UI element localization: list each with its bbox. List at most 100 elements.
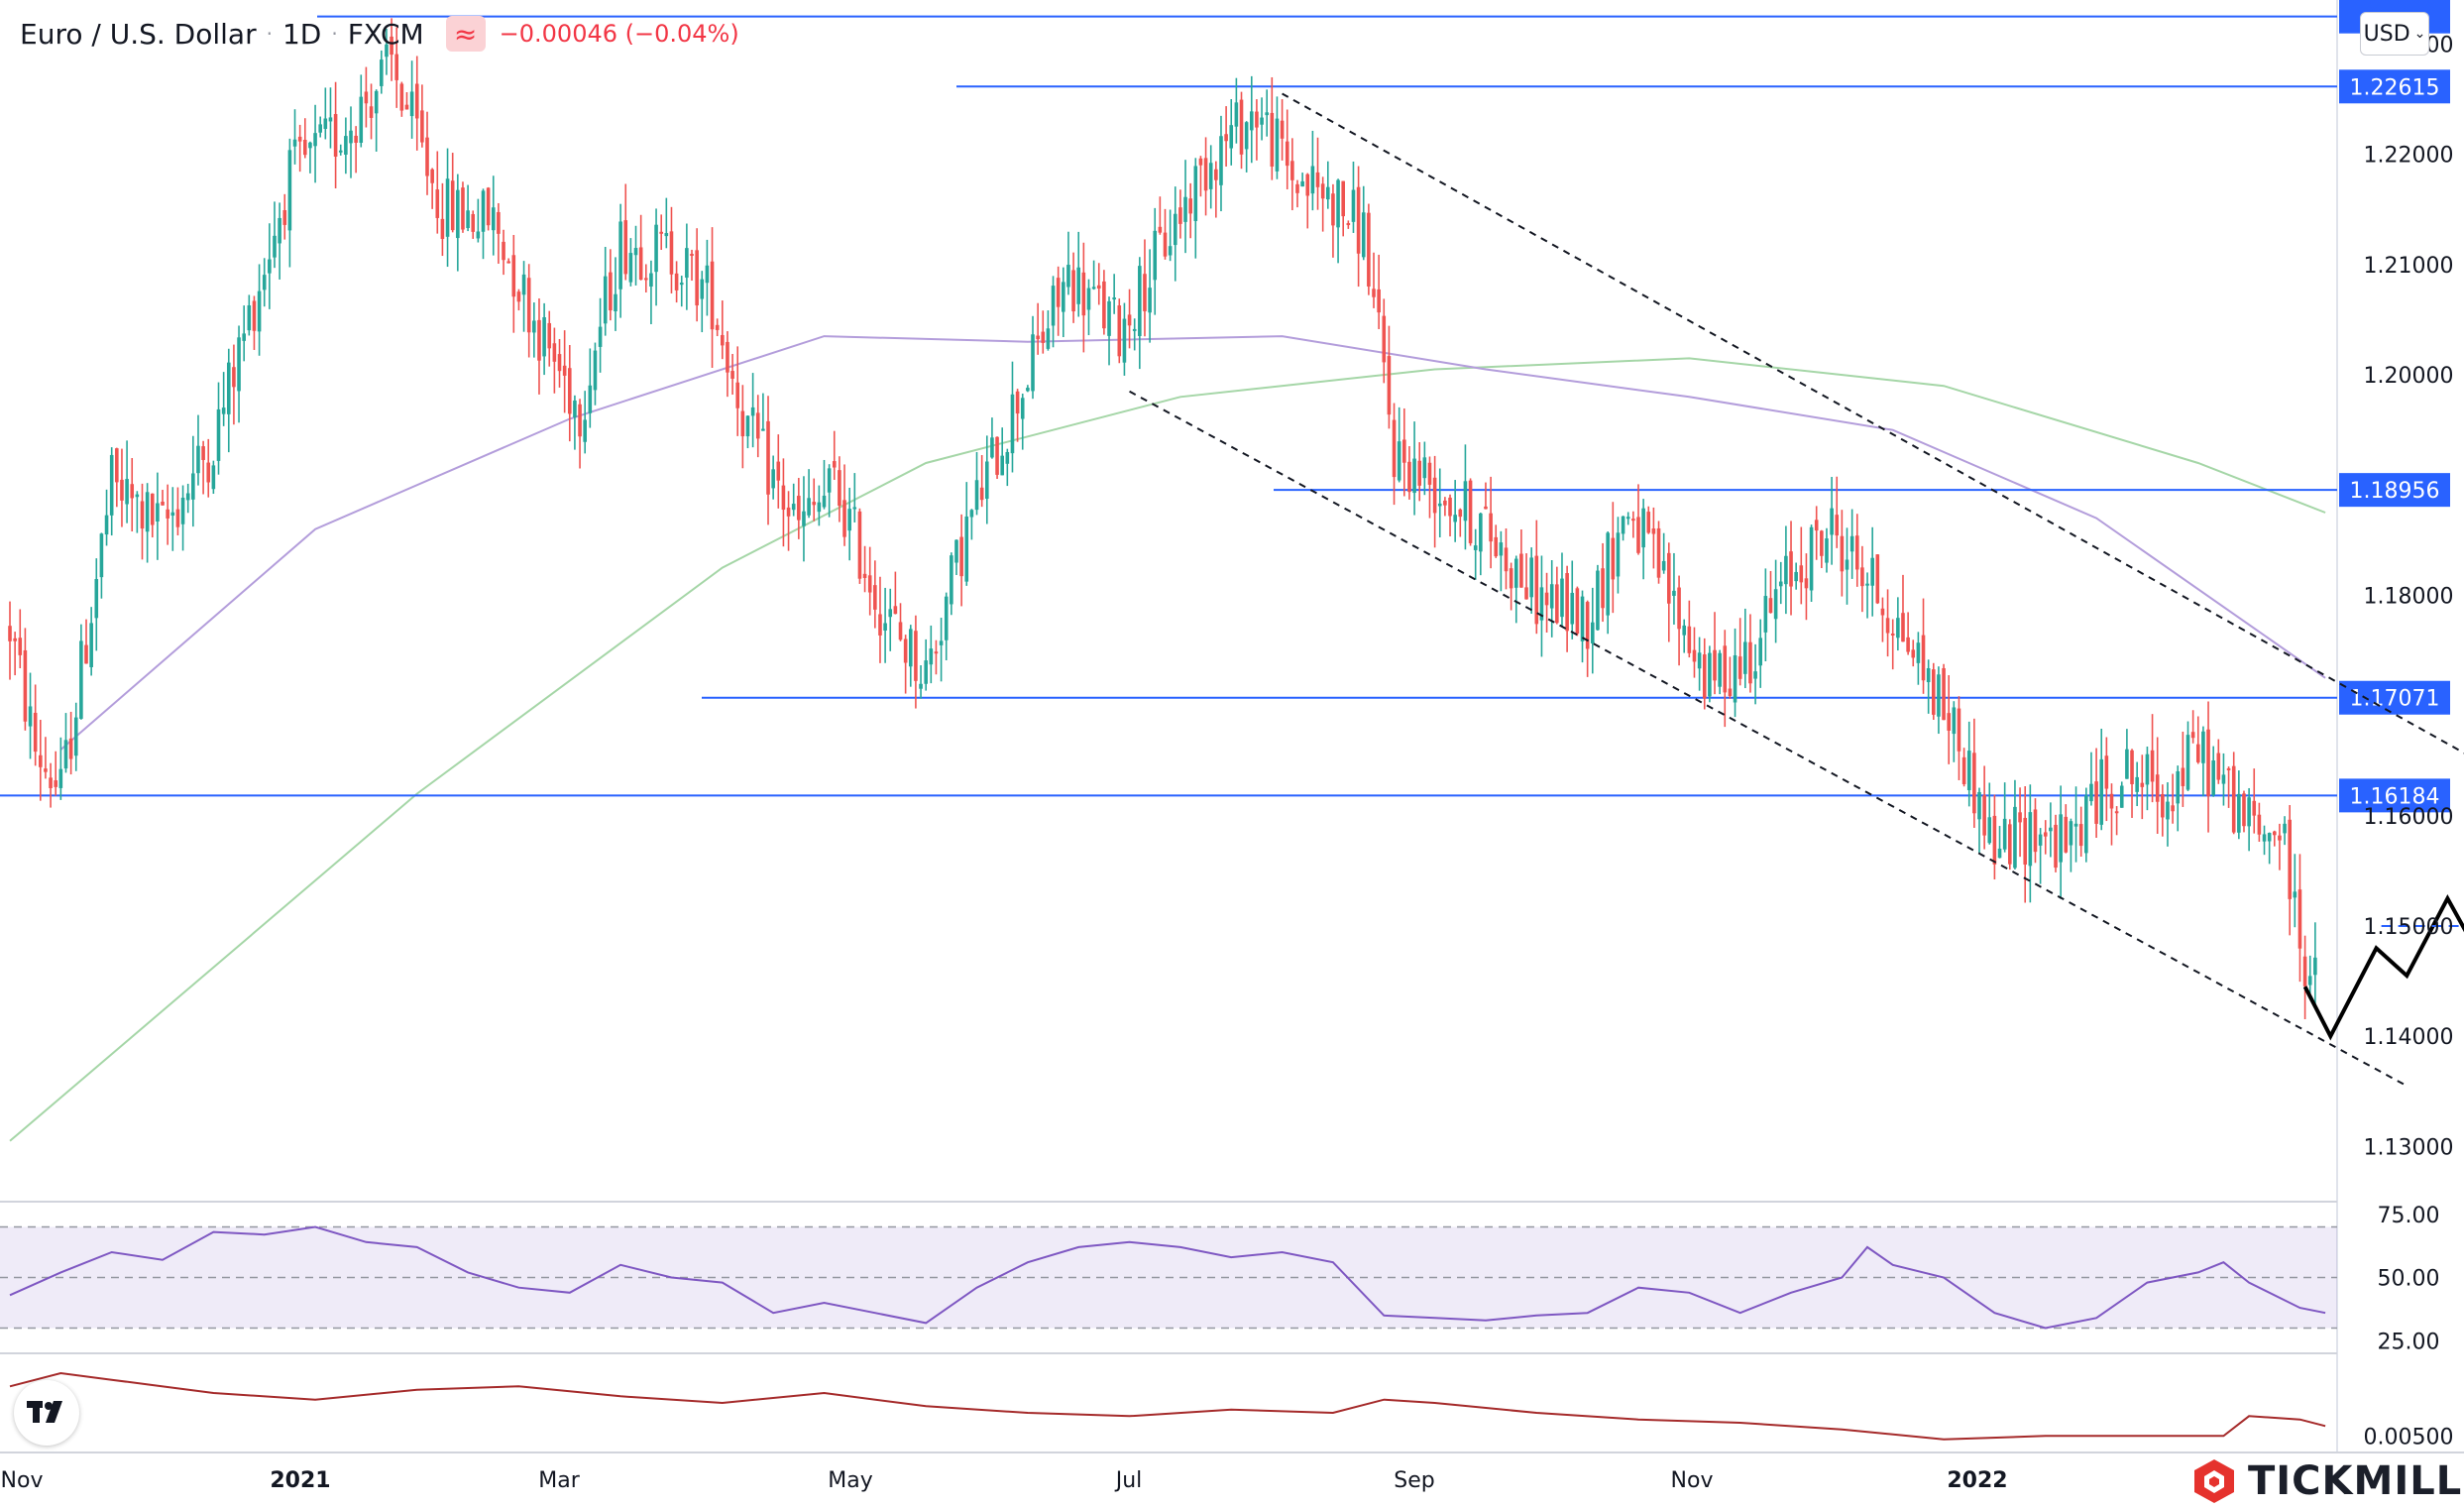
candle xyxy=(2185,721,2190,791)
candle xyxy=(730,353,734,396)
candle xyxy=(497,202,501,264)
projected-path[interactable] xyxy=(2302,893,2464,1041)
candle xyxy=(414,56,419,151)
candle xyxy=(1367,203,1371,295)
svg-text:1.22615: 1.22615 xyxy=(2350,75,2440,100)
candle xyxy=(583,391,587,454)
candle xyxy=(838,456,841,522)
candle xyxy=(771,455,775,500)
candle xyxy=(374,89,379,152)
channel-upper-line[interactable] xyxy=(1282,92,2464,855)
candle xyxy=(1096,263,1101,305)
candle xyxy=(721,300,725,360)
candle xyxy=(58,737,63,800)
candle xyxy=(425,111,429,195)
candle xyxy=(2166,782,2170,847)
candle xyxy=(2272,830,2277,847)
symbol-name[interactable]: Euro / U.S. Dollar xyxy=(20,17,257,51)
candle xyxy=(1076,231,1081,317)
candle xyxy=(2176,765,2181,832)
candle xyxy=(1814,506,1819,560)
candle xyxy=(1916,632,1921,685)
candle xyxy=(247,294,252,336)
svg-text:1.17071: 1.17071 xyxy=(2350,687,2440,712)
candle xyxy=(1768,570,1773,614)
candle xyxy=(1173,186,1177,282)
candle xyxy=(1198,156,1203,197)
candle xyxy=(456,174,460,272)
candle xyxy=(2201,726,2205,797)
candle xyxy=(1580,590,1585,663)
candle xyxy=(287,138,292,268)
candle xyxy=(1102,270,1106,335)
candle xyxy=(614,257,617,331)
candle xyxy=(964,482,969,586)
candle xyxy=(1763,568,1768,661)
candle xyxy=(1718,649,1722,695)
candle xyxy=(1163,208,1168,260)
candle xyxy=(1214,161,1218,218)
candle xyxy=(924,638,928,691)
candle xyxy=(1249,75,1254,164)
candle xyxy=(1219,115,1223,212)
candle xyxy=(120,448,124,527)
candle xyxy=(1081,242,1086,353)
candle xyxy=(2145,747,2150,811)
candle xyxy=(2302,935,2307,1020)
candle xyxy=(2130,749,2134,818)
candle xyxy=(914,615,918,709)
candle xyxy=(542,302,546,376)
approx-equal-icon[interactable]: ≈ xyxy=(445,16,486,52)
candle xyxy=(1015,389,1020,442)
candle xyxy=(2313,922,2317,1007)
candle xyxy=(2043,820,2048,855)
data-source: FXCM xyxy=(347,17,424,51)
candle xyxy=(323,87,328,140)
candle xyxy=(79,624,83,720)
candle xyxy=(893,571,898,615)
rsi-line xyxy=(9,1225,2326,1330)
candle xyxy=(99,532,104,599)
candle xyxy=(1270,76,1275,180)
candle xyxy=(466,184,470,232)
candle xyxy=(1987,782,1992,845)
time-tick-label: 2021 xyxy=(270,1468,330,1493)
price-tick-label: 1.15000 xyxy=(2364,915,2454,940)
candle xyxy=(282,193,287,240)
tradingview-logo-icon[interactable] xyxy=(14,1380,79,1446)
channel-lower-line[interactable] xyxy=(1129,390,2408,1088)
candle xyxy=(726,331,729,398)
candle xyxy=(1835,476,1840,548)
candle xyxy=(929,625,934,684)
candle xyxy=(1315,137,1320,210)
candle xyxy=(1799,526,1804,605)
candle xyxy=(761,393,765,431)
candle xyxy=(302,118,307,159)
candle xyxy=(2033,798,2038,864)
candle xyxy=(461,181,465,233)
candle xyxy=(979,455,984,508)
candle xyxy=(257,264,262,356)
candle xyxy=(1880,597,1885,642)
candle xyxy=(817,485,822,526)
candle xyxy=(191,435,195,527)
candle xyxy=(1870,526,1874,617)
candle xyxy=(2049,802,2053,858)
interval[interactable]: 1D xyxy=(281,17,322,51)
candle xyxy=(1860,545,1864,613)
candle xyxy=(1565,565,1569,652)
candle xyxy=(1086,279,1091,336)
currency-select[interactable]: USD ⌄ xyxy=(2360,12,2429,56)
candle xyxy=(2237,770,2241,840)
candle xyxy=(2002,782,2007,853)
candle xyxy=(1942,663,1946,721)
rsi-tick-label: 50.00 xyxy=(2378,1267,2440,1292)
candle xyxy=(2206,701,2210,833)
candle xyxy=(278,202,281,280)
candle xyxy=(526,264,531,358)
candle xyxy=(1091,260,1096,290)
candle xyxy=(409,60,414,139)
candle xyxy=(1310,130,1315,211)
candle xyxy=(1753,643,1757,705)
